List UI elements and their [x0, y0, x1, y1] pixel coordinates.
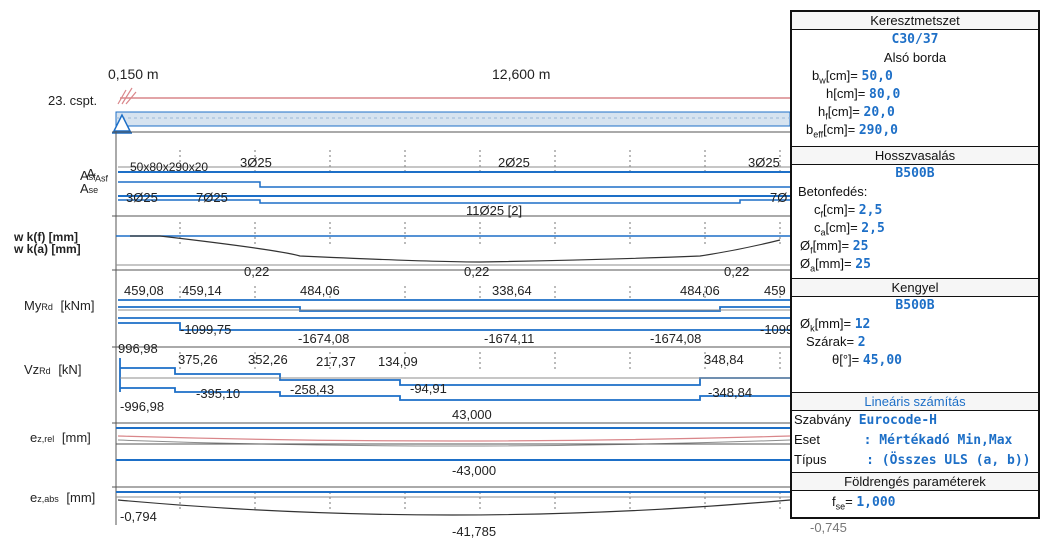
as-diagram [118, 166, 790, 204]
dk-row: Øk[mm]= 12 [800, 316, 871, 334]
my-bot-2: -1674,08 [298, 331, 350, 346]
support-pink-mark [117, 87, 137, 105]
vz-diagram [119, 358, 790, 401]
as-top-right: 3Ø25 [748, 155, 780, 170]
as-top-1: 3Ø25 [240, 155, 272, 170]
vz-bot-3: -94,91 [410, 381, 447, 396]
as-row-label: AAsf [86, 166, 108, 184]
wk-val-2: 0,22 [464, 264, 490, 279]
as-top-left: 50x80x290x20 [130, 160, 209, 174]
my-label: MyRd [kNm] [24, 298, 95, 313]
long-reinf-title: Hosszvasalás [792, 146, 1038, 165]
wk-val-1: 0,22 [244, 264, 270, 279]
dim-left: 0,150 m [108, 66, 159, 82]
hf-row: hf[cm]= 20,0 [818, 104, 895, 122]
case-row: Eset : Mértékadó Min,Max [794, 432, 1013, 448]
my-bot-3: -1674,11 [484, 331, 535, 346]
theta-row: θ[°]= 45,00 [832, 352, 903, 368]
wk-label-f: w k(f) [mm] [14, 230, 78, 244]
concrete-class: C30/37 [891, 32, 939, 47]
as-top-mid: 2Ø25 [498, 155, 530, 170]
ezabs-label: ez,abs [mm] [30, 490, 96, 505]
vz-top-1: 996,98 [118, 341, 158, 356]
vz-top-5: 134,09 [378, 354, 418, 369]
vz-top-4: 217,37 [316, 354, 356, 369]
seismic-title: Földrengés paraméterek [792, 472, 1038, 491]
beam-body [115, 111, 791, 127]
vz-bot-5: -996,98 [120, 399, 165, 414]
vz-top-6: 348,84 [704, 352, 744, 367]
stirrup-steel: B500B [895, 298, 935, 313]
wk-diagram [116, 235, 790, 266]
vz-label: VzRd [kN] [24, 362, 82, 377]
my-top-4: 338,64 [492, 283, 532, 298]
my-top-3: 484,06 [300, 283, 340, 298]
as-bot-mid: 11Ø25 [2] [466, 203, 523, 218]
ezabs-left: -0,794 [120, 509, 157, 524]
stirrup-title: Kengyel [792, 278, 1038, 297]
da-row: Øa[mm]= 25 [800, 256, 871, 274]
bw-row: bw[cm]= 50,0 [812, 68, 893, 86]
ezrel-bot: -43,000 [452, 463, 497, 478]
support-label: 23. cspt. [48, 93, 98, 108]
my-top-2: 459,14 [182, 283, 222, 298]
ezabs-right: -0,745 [810, 520, 847, 535]
ezrel-top: 43,000 [452, 407, 492, 422]
as-bot-right: 7Ø [770, 190, 788, 205]
my-bot-1: -1099,75 [180, 322, 232, 337]
ezrel-label: ez,rel [mm] [30, 430, 91, 445]
as-bot-2: 7Ø25 [196, 190, 228, 205]
vz-top-2: 375,26 [178, 352, 218, 367]
ca-row: ca[cm]= 2,5 [814, 220, 885, 238]
asf-label: Asf [80, 168, 96, 183]
my-diagram [118, 299, 790, 331]
support-triangle [112, 113, 132, 132]
rib-label: Alsó borda [883, 50, 947, 65]
dim-mid: 12,600 m [492, 66, 551, 82]
h-row: h[cm]= 80,0 [826, 86, 901, 102]
vz-bot-2: -258,43 [290, 382, 335, 397]
my-top-5: 484,06 [680, 283, 720, 298]
cross-section-title: Keresztmetszet [792, 12, 1038, 30]
ezabs-diagram [116, 491, 791, 516]
df-row: Øf[mm]= 25 [800, 238, 869, 256]
my-top-6: 459 [764, 283, 786, 298]
cf-row: cf[cm]= 2,5 [814, 202, 883, 220]
ezabs-min: -41,785 [452, 524, 497, 539]
wk-label-a: w k(a) [mm] [14, 242, 81, 256]
std-row: Szabvány Eurocode-H [794, 412, 937, 428]
vz-top-3: 352,26 [248, 352, 288, 367]
long-steel: B500B [895, 166, 935, 181]
vz-bot-1: -395,10 [196, 386, 241, 401]
wk-val-3: 0,22 [724, 264, 750, 279]
cover-title: Betonfedés: [798, 184, 868, 199]
linear-title: Lineáris számítás [792, 392, 1038, 411]
my-bot-5: -1099 [760, 322, 794, 337]
type-row: Típus : (Összes ULS (a, b)) [794, 452, 1031, 468]
beff-row: beff[cm]= 290,0 [806, 122, 898, 140]
as-bot-left: 3Ø25 [126, 190, 158, 205]
my-bot-4: -1674,08 [650, 331, 702, 346]
fse-row: fse= 1,000 [832, 494, 896, 512]
legs-row: Szárak= 2 [806, 334, 866, 350]
ase-label: Ase [80, 181, 99, 196]
my-top-1: 459,08 [124, 283, 164, 298]
ezrel-diagram [116, 427, 791, 461]
vz-bot-4: -348,84 [708, 385, 753, 400]
cross-section-panel: Keresztmetszet C30/37 Alsó borda bw[cm]=… [790, 10, 1040, 519]
